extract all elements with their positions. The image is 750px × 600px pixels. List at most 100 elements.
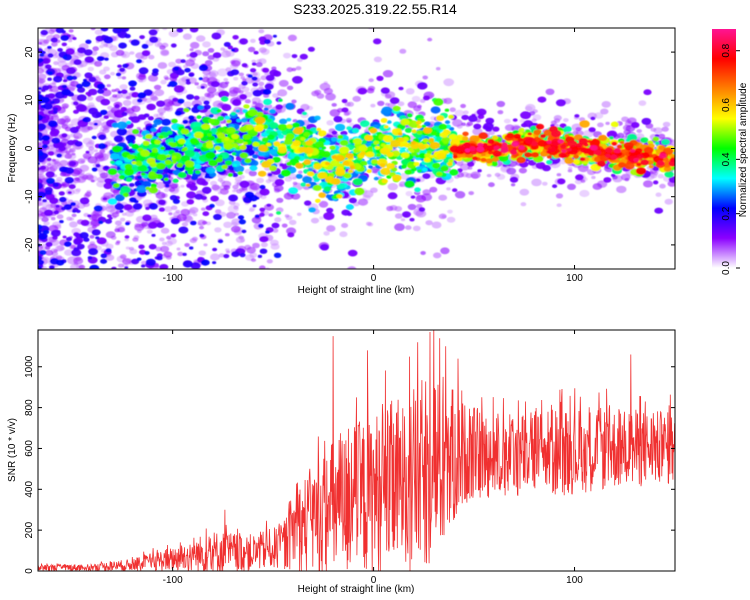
spectrogram-cell — [448, 114, 455, 119]
spectrogram-cell — [176, 247, 181, 251]
spectrogram-cell — [283, 192, 294, 200]
spectrogram-cell — [47, 151, 55, 156]
spectrogram-cell — [88, 76, 97, 83]
spectrogram-cell — [42, 139, 50, 146]
spectrogram-cell — [114, 228, 120, 233]
spectrogram-cell — [591, 175, 596, 180]
spectrogram-cell — [66, 237, 72, 242]
spectrogram-cell — [142, 140, 150, 146]
spectrogram-cell — [648, 164, 654, 169]
spectrogram-cell — [231, 60, 241, 67]
spectrogram-cell — [38, 123, 47, 131]
spectrogram-cell — [210, 107, 221, 115]
spectrogram-cell — [38, 57, 44, 63]
spectrogram-cell — [61, 133, 68, 138]
spectrogram-cell — [422, 138, 429, 143]
spectrogram-cell — [64, 249, 74, 256]
spectrogram-cell — [160, 146, 166, 151]
spectrogram-cell — [125, 120, 132, 125]
spectrogram-cell — [146, 157, 156, 165]
spectrogram-cell — [149, 36, 159, 43]
spectrogram-cell — [148, 186, 158, 194]
spectrogram-cell — [150, 127, 157, 133]
spectrogram-cell — [66, 75, 74, 81]
spectrogram-cell — [189, 207, 199, 214]
spectrogram-cell — [346, 119, 352, 123]
spectrogram-cell — [138, 244, 145, 250]
spectrogram-cell — [221, 164, 228, 170]
spectrogram-cell — [416, 130, 423, 135]
spectrogram-cell — [109, 45, 118, 52]
spectrogram-cell — [73, 59, 82, 66]
spectrogram-cell — [258, 29, 265, 34]
spectrogram-cell — [307, 46, 315, 52]
spectrogram-cell — [189, 246, 194, 250]
spectrogram-cell — [386, 205, 394, 212]
spectrogram-cell — [244, 191, 255, 199]
spectrogram-cell — [293, 127, 303, 135]
spectrogram-cell — [141, 221, 149, 227]
spectrogram-cell — [164, 77, 170, 81]
spectrogram-cell — [117, 64, 122, 68]
spectrogram-cell — [226, 211, 236, 219]
spectrogram-cell — [545, 88, 555, 96]
spectrogram-cell — [105, 205, 116, 213]
spectrogram-cell — [159, 237, 165, 242]
spectrogram-cell — [433, 98, 444, 106]
spectrogram-cell — [38, 142, 42, 146]
spectrogram-cell — [65, 48, 75, 55]
spectrogram-cell — [658, 145, 666, 151]
spectrogram-cell — [186, 191, 197, 199]
spectrogram-cell — [202, 220, 208, 225]
spectrogram-cell — [516, 156, 526, 164]
spectrogram-cell — [47, 71, 53, 76]
spectrogram-cell — [650, 127, 657, 132]
spectrogram-cell — [277, 146, 287, 154]
spectrogram-cell — [466, 121, 473, 126]
spectrogram-cell — [115, 160, 123, 166]
spectrogram-cell — [552, 184, 558, 189]
spectrogram-cell — [326, 120, 334, 126]
spectrogram-cell — [542, 164, 551, 172]
spectrogram-cell — [415, 120, 422, 125]
spectrogram-cell — [135, 160, 143, 166]
spectrogram-cell — [272, 228, 279, 233]
spectrogram-cell — [96, 180, 106, 188]
spectrogram-cell — [131, 92, 140, 98]
spectrogram-cell — [45, 171, 55, 178]
spectrogram-cell — [423, 157, 431, 163]
spectrogram-cell — [285, 102, 295, 110]
spectrogram-cell — [174, 110, 183, 116]
spectrogram-cell — [449, 107, 456, 112]
spectrogram-cell — [485, 158, 493, 164]
spectrogram-cell — [567, 169, 573, 173]
spectrogram-cell — [141, 43, 149, 49]
spectrogram-cell — [207, 133, 213, 137]
spectrogram-cell — [427, 37, 433, 42]
spectrogram-cell — [200, 259, 210, 266]
spectrogram-cell — [352, 178, 363, 186]
spectrogram-cell — [64, 177, 74, 184]
spectrogram-cell — [273, 252, 282, 258]
spectrogram-cell — [83, 49, 93, 56]
spectrogram-cell — [198, 250, 206, 256]
spectrogram-cell — [385, 102, 390, 106]
spectrogram-cell — [108, 216, 113, 220]
spectrogram-cell — [277, 134, 285, 139]
spectrogram-cell — [425, 220, 433, 226]
spectrogram-cell — [468, 115, 478, 122]
spectrogram-cell — [457, 157, 463, 162]
spectrogram-cell — [63, 204, 73, 210]
spectrogram-cell — [325, 161, 331, 166]
spectrogram-cell — [386, 120, 392, 124]
spectrogram-cell — [281, 223, 288, 228]
spectrogram-cell — [380, 118, 388, 123]
spectrogram-cell — [617, 162, 626, 168]
spectrogram-cell — [70, 263, 80, 269]
spectrogram-cell — [38, 201, 42, 207]
spectrogram-cell — [114, 104, 120, 109]
spectrogram-cell — [96, 237, 107, 245]
spectrogram-cell — [114, 203, 125, 211]
spectrogram-cell — [217, 68, 228, 77]
spectrogram-cell — [652, 136, 660, 142]
